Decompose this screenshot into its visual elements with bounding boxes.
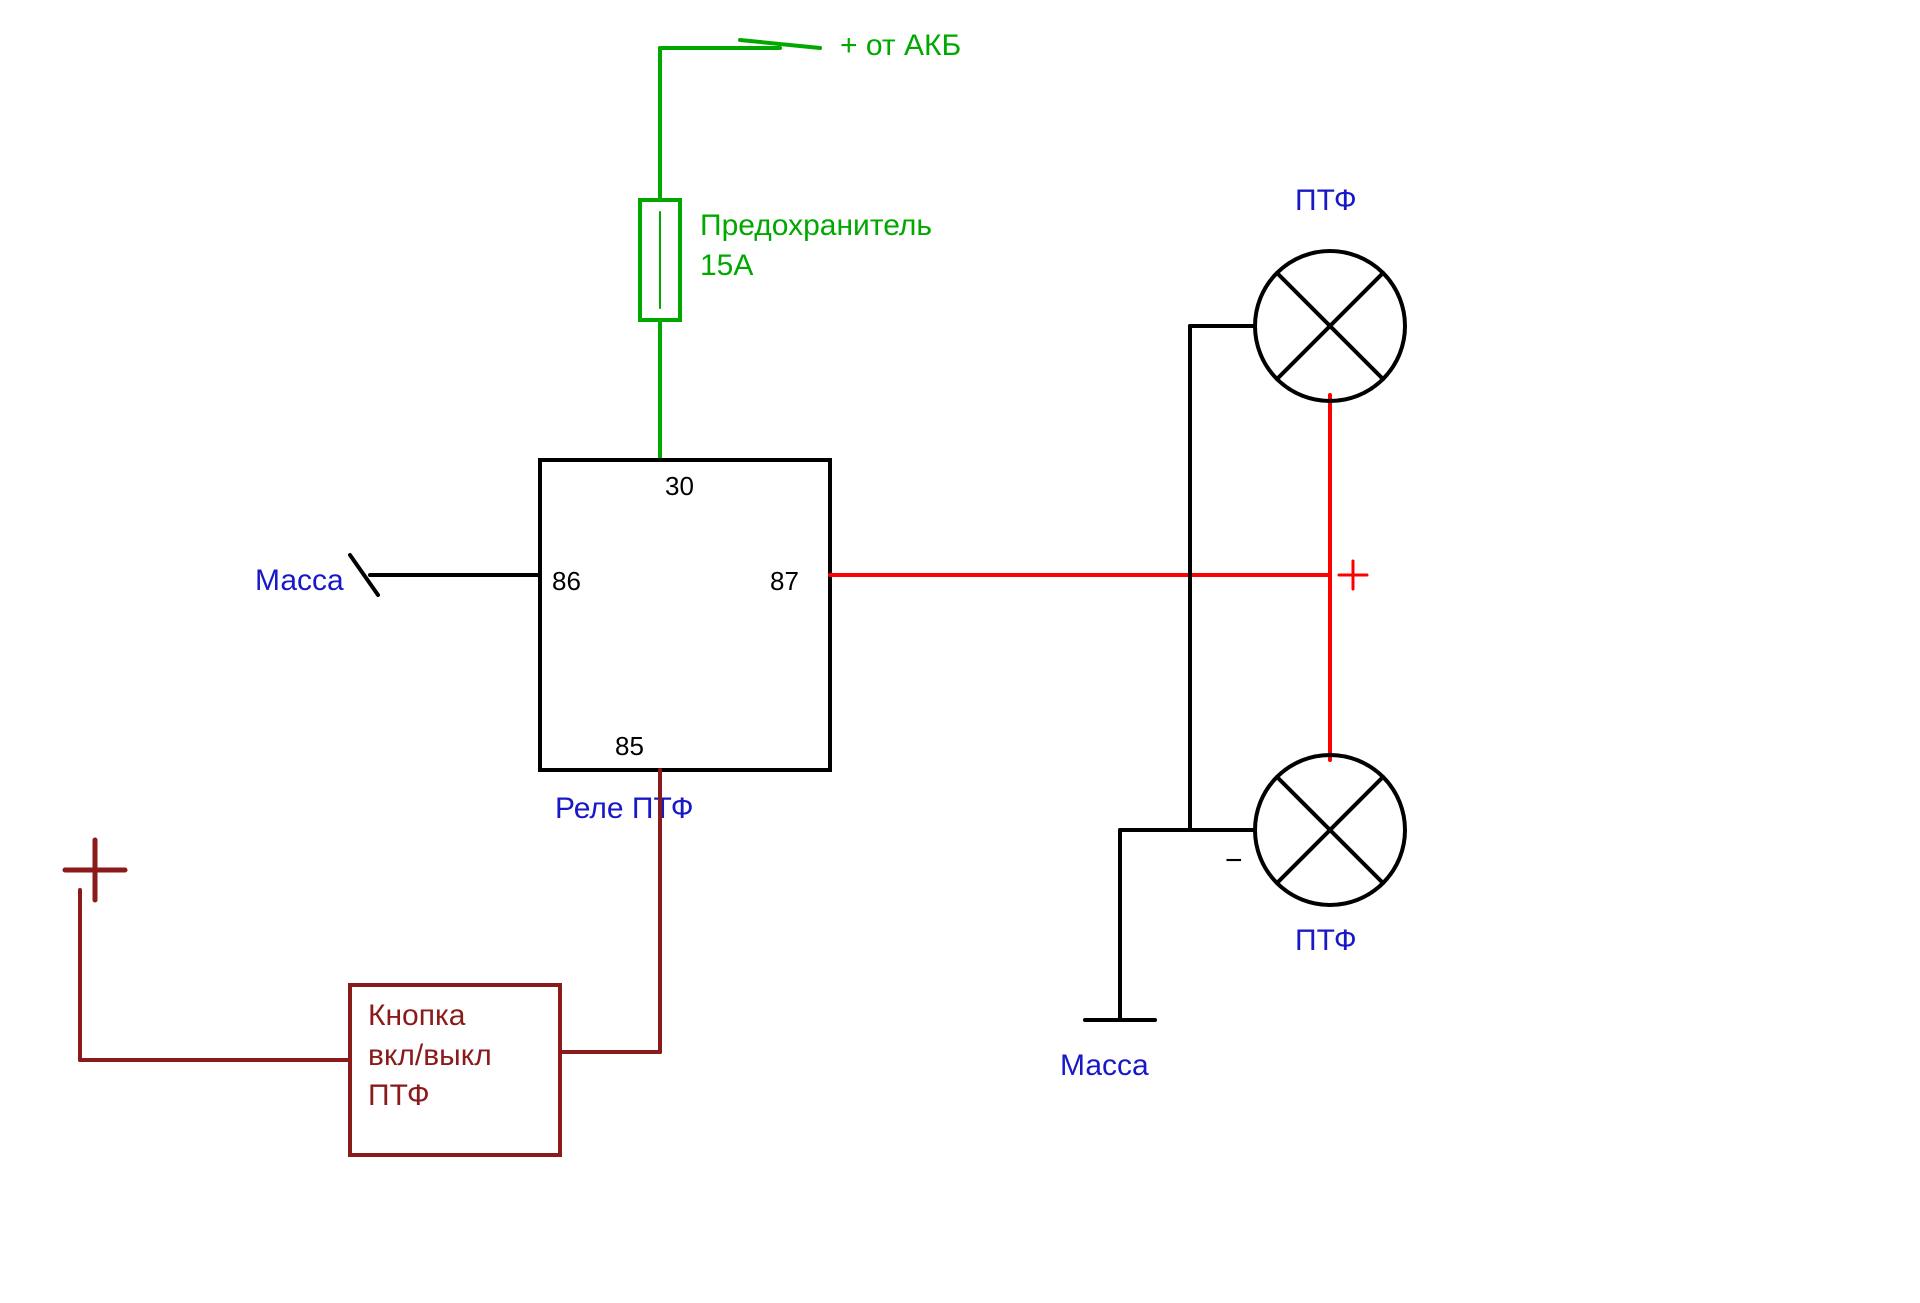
pin-86-label: 86 [552,566,581,596]
pin-85-label: 85 [615,731,644,761]
pin-87-label: 87 [770,566,799,596]
switch-label-2: вкл/выкл [368,1039,492,1072]
ground-left-label: Масса [255,564,344,597]
fuse-label-2: 15А [700,249,753,282]
switch-label-3: ПТФ [368,1079,430,1112]
lamp-bottom-label: ПТФ [1295,924,1357,957]
battery-plus-label: + от АКБ [840,29,961,62]
ground-right-label: Масса [1060,1049,1149,1082]
pin-30-label: 30 [665,471,694,501]
minus-label: − [1225,844,1243,877]
relay-label: Реле ПТФ [555,792,694,825]
relay-box [540,460,830,770]
fuse-label-1: Предохранитель [700,209,932,242]
wiring-diagram: + от АКБ Предохранитель 15А Реле ПТФ 30 86 87 8… [0,0,1920,1303]
lamp-top-label: ПТФ [1295,184,1357,217]
switch-label-1: Кнопка [368,999,466,1032]
